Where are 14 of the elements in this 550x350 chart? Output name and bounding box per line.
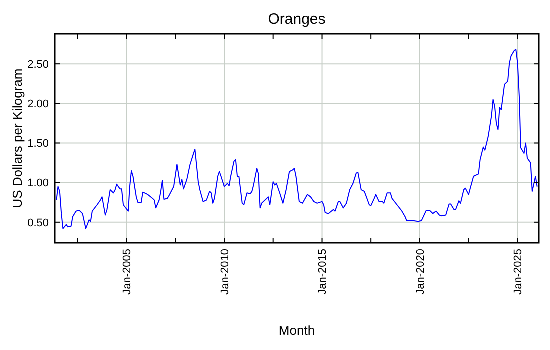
x-tick-label: Jan-2025 (512, 249, 525, 295)
y-tick-label: 1.50 (28, 138, 49, 150)
x-tick-label: Jan-2020 (414, 249, 427, 295)
y-tick-label: 1.00 (28, 178, 49, 190)
x-tick-label: Jan-2015 (317, 249, 330, 295)
y-tick-label: 2.00 (28, 98, 49, 111)
x-tick-label: Jan-2005 (122, 249, 134, 295)
x-axis-title: Month (278, 323, 316, 338)
y-tick-label: 2.50 (28, 58, 49, 71)
y-axis-title: US Dollars per Kilogram (10, 68, 25, 208)
y-tick-label: 0.50 (28, 217, 49, 230)
x-tick-label: Jan-2010 (219, 249, 232, 295)
line-series (56, 49, 538, 230)
chart-title: Oranges (268, 11, 326, 28)
